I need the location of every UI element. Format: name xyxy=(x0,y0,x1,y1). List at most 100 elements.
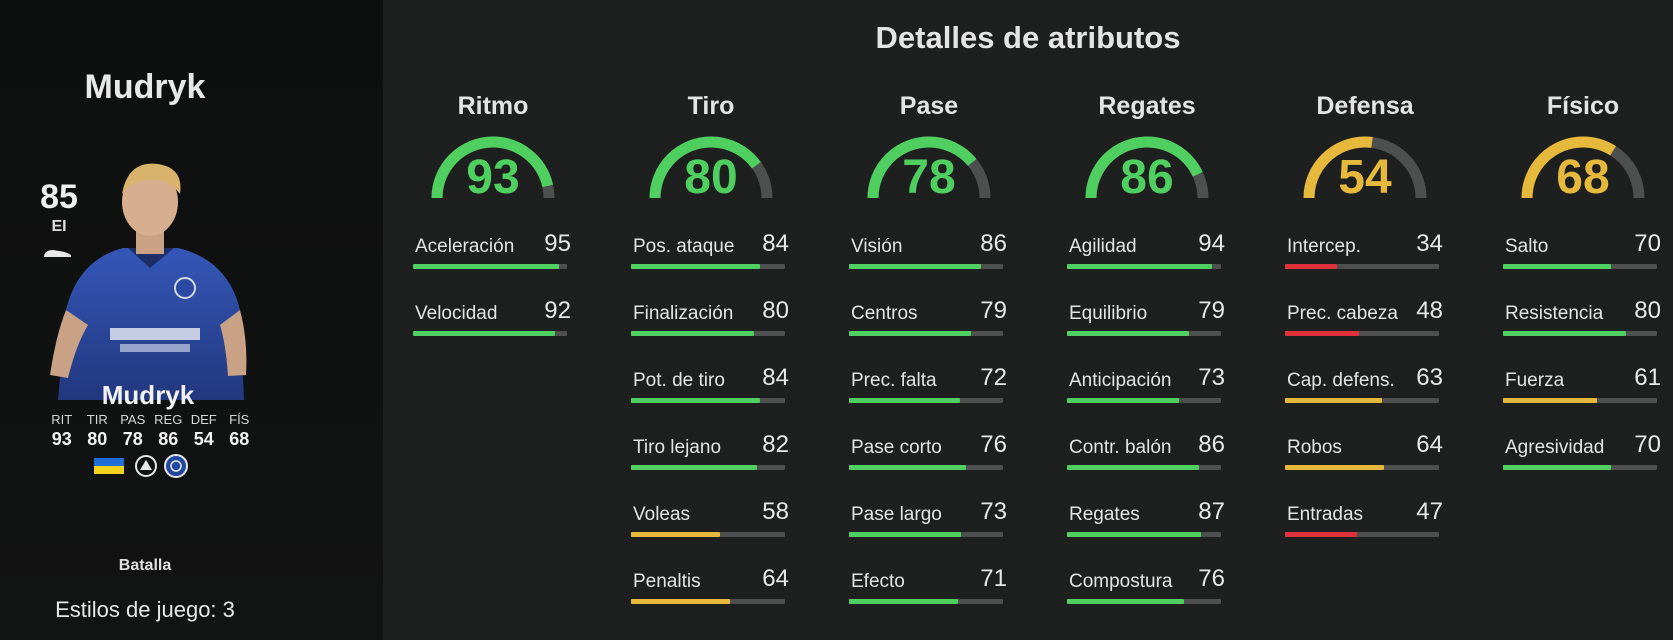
stat-bar xyxy=(1503,331,1657,336)
gauge-arc xyxy=(1085,136,1209,199)
card-stat: RIT 93 xyxy=(44,412,80,450)
stat-row[interactable]: Compostura 76 xyxy=(1067,565,1227,632)
stat-row[interactable]: Pos. ataque 84 xyxy=(631,230,791,297)
stat-row[interactable]: Salto 70 xyxy=(1503,230,1663,297)
stat-bar-fill xyxy=(1503,331,1627,336)
card-stats: RIT 93 TIR 80 PAS 78 REG 86 DEF 54 FÍS 68 xyxy=(44,412,274,450)
stat-row[interactable]: Aceleración 95 xyxy=(413,230,573,297)
stat-row[interactable]: Intercep. 34 xyxy=(1285,230,1445,297)
stat-label: Anticipación xyxy=(1069,370,1172,391)
stat-bar xyxy=(849,465,1003,470)
stat-bar xyxy=(1285,264,1439,269)
stat-bar-fill xyxy=(1067,398,1180,403)
category-rating: 54 xyxy=(1338,151,1392,204)
card-stat-label: FÍS xyxy=(229,412,250,427)
stat-row[interactable]: Prec. cabeza 48 xyxy=(1285,297,1445,364)
stat-label: Pos. ataque xyxy=(633,236,735,257)
stat-row[interactable]: Pase largo 73 xyxy=(849,498,1009,565)
stat-row[interactable]: Pot. de tiro 84 xyxy=(631,364,791,431)
stat-bar-fill xyxy=(849,398,960,403)
stat-row[interactable]: Velocidad 92 xyxy=(413,297,573,364)
stat-value: 61 xyxy=(1634,364,1661,391)
stat-bar-fill xyxy=(849,264,982,269)
stat-label: Aceleración xyxy=(415,236,515,257)
category-rating: 78 xyxy=(902,151,956,204)
stat-bar-fill xyxy=(1067,264,1212,269)
stat-row[interactable]: Agilidad 94 xyxy=(1067,230,1227,297)
stat-bar-fill xyxy=(1067,599,1185,604)
stat-value: 79 xyxy=(1198,297,1225,324)
stat-value: 94 xyxy=(1198,230,1225,257)
stat-row[interactable]: Visión 86 xyxy=(849,230,1009,297)
stat-bar-fill xyxy=(413,264,560,269)
category-rating: 80 xyxy=(684,151,738,204)
stat-row[interactable]: Cap. defens. 63 xyxy=(1285,364,1445,431)
stat-row[interactable]: Pase corto 76 xyxy=(849,431,1009,498)
stat-row[interactable]: Entradas 47 xyxy=(1285,498,1445,565)
stat-label: Velocidad xyxy=(415,303,498,324)
stat-bar-fill xyxy=(1503,398,1597,403)
stat-row[interactable]: Finalización 80 xyxy=(631,297,791,364)
category-rating: 68 xyxy=(1556,151,1610,204)
stat-label: Fuerza xyxy=(1505,370,1565,391)
category-gauge: 68 xyxy=(1518,132,1648,204)
stat-row[interactable]: Robos 64 xyxy=(1285,431,1445,498)
stat-row[interactable]: Penaltis 64 xyxy=(631,565,791,632)
player-portrait xyxy=(50,163,247,400)
stat-label: Voleas xyxy=(633,504,691,525)
category-gauge: 93 xyxy=(428,132,558,204)
stat-label: Salto xyxy=(1505,236,1549,257)
stat-label: Pase corto xyxy=(851,437,942,458)
stat-bar-fill xyxy=(1503,465,1611,470)
stat-row[interactable]: Fuerza 61 xyxy=(1503,364,1663,431)
stat-label: Intercep. xyxy=(1287,236,1361,257)
stat-value: 76 xyxy=(1198,565,1225,592)
stat-row[interactable]: Resistencia 80 xyxy=(1503,297,1663,364)
stat-bar-fill xyxy=(849,599,959,604)
stat-label: Tiro lejano xyxy=(633,437,722,458)
stat-bar-fill xyxy=(413,331,555,336)
stat-row[interactable]: Voleas 58 xyxy=(631,498,791,565)
playstyles-count[interactable]: Estilos de juego: 3 xyxy=(55,597,235,622)
category-4: Defensa 54 Intercep. 34 Prec. cabeza 48 Cap. d… xyxy=(1285,88,1445,565)
player-name: Mudryk xyxy=(84,68,206,106)
stat-label: Compostura xyxy=(1069,571,1173,592)
stat-label: Pot. de tiro xyxy=(633,370,725,391)
card-stat: TIR 80 xyxy=(80,412,116,450)
stat-row[interactable]: Tiro lejano 82 xyxy=(631,431,791,498)
stat-value: 70 xyxy=(1634,431,1661,458)
stat-bar-fill xyxy=(1067,465,1200,470)
stat-value: 64 xyxy=(1416,431,1443,458)
playstyle-name: Batalla xyxy=(118,557,172,574)
stat-row[interactable]: Centros 79 xyxy=(849,297,1009,364)
category-rating: 86 xyxy=(1120,151,1174,204)
stat-row[interactable]: Regates 87 xyxy=(1067,498,1227,565)
stat-value: 71 xyxy=(980,565,1007,592)
stat-bar xyxy=(631,264,785,269)
stat-value: 58 xyxy=(762,498,789,525)
category-rating: 93 xyxy=(466,151,520,204)
stat-bar xyxy=(1503,398,1657,403)
stat-bar-fill xyxy=(631,264,761,269)
category-gauge: 54 xyxy=(1300,132,1430,204)
stat-label: Agilidad xyxy=(1069,236,1137,257)
player-card[interactable]: 85 EI Mudryk RIT 93 TIR 80 PAS 78 REG 86 DEF… xyxy=(28,150,268,485)
stat-list: Visión 86 Centros 79 Prec. falta 72 Pase corto… xyxy=(849,230,1009,632)
stat-value: 64 xyxy=(762,565,789,592)
stat-row[interactable]: Efecto 71 xyxy=(849,565,1009,632)
card-badges xyxy=(94,454,188,478)
category-2: Pase 78 Visión 86 Centros 79 Prec. falta 72 Pase… xyxy=(849,88,1009,632)
card-player-name: Mudryk xyxy=(101,380,195,410)
stat-row[interactable]: Equilibrio 79 xyxy=(1067,297,1227,364)
card-stat-label: REG xyxy=(154,412,183,427)
stat-row[interactable]: Agresividad 70 xyxy=(1503,431,1663,498)
stat-value: 86 xyxy=(1198,431,1225,458)
stat-label: Contr. balón xyxy=(1069,437,1172,458)
category-title: Físico xyxy=(1546,92,1620,120)
card-stat: FÍS 68 xyxy=(222,412,258,450)
stat-row[interactable]: Prec. falta 72 xyxy=(849,364,1009,431)
stat-row[interactable]: Contr. balón 86 xyxy=(1067,431,1227,498)
stat-bar xyxy=(1285,398,1439,403)
stat-bar xyxy=(1503,465,1657,470)
stat-row[interactable]: Anticipación 73 xyxy=(1067,364,1227,431)
